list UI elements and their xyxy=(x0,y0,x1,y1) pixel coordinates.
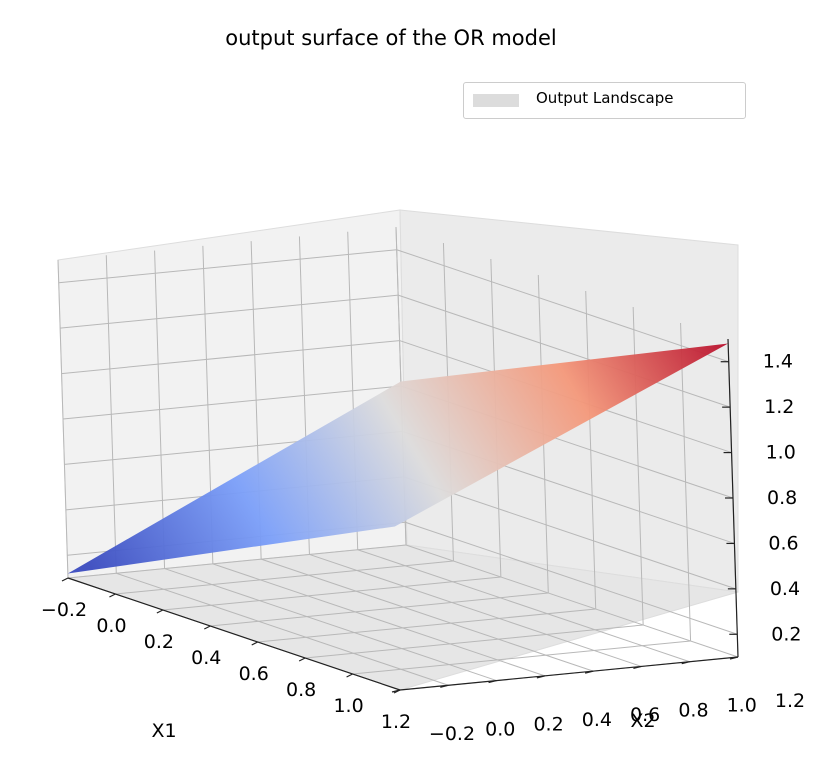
legend: Output Landscape xyxy=(463,82,746,119)
z-tick-label: 1.0 xyxy=(766,442,796,464)
y-tick xyxy=(584,670,594,674)
x-tick-label: 1.0 xyxy=(333,695,363,717)
x-tick xyxy=(298,657,306,662)
z-tick-label: 1.2 xyxy=(764,396,794,418)
y-tick-label: 0.0 xyxy=(485,718,515,740)
grid-line-y xyxy=(357,549,690,663)
x-tick xyxy=(156,609,164,614)
grid-line-z xyxy=(397,294,731,408)
grid-line-x xyxy=(210,592,549,627)
y-tick xyxy=(391,689,401,693)
grid-line-x xyxy=(115,560,454,595)
z-tick-label: 0.4 xyxy=(770,578,800,600)
y-tick-label: −0.2 xyxy=(429,723,475,745)
x-tick xyxy=(204,625,211,630)
grid-line-z xyxy=(403,476,737,590)
y-tick xyxy=(536,675,546,679)
x-tick-label: 1.2 xyxy=(381,711,411,733)
grid-line-y xyxy=(405,544,739,658)
x-tick-label: 0.4 xyxy=(191,647,221,669)
x-tick xyxy=(251,641,258,646)
grid-line-y xyxy=(260,558,594,672)
grid-line-x xyxy=(162,576,501,611)
y-tick xyxy=(681,661,690,665)
grid-line-z xyxy=(60,294,399,329)
grid-line-z xyxy=(396,249,729,363)
tick-labels: −0.2 0.0 0.2 0.4 0.6 0.8 1.0 1.2 −0.2 0.0 0.2 0.4 0.… xyxy=(41,351,805,745)
y-tick-label: 0.2 xyxy=(533,714,563,736)
z-tick-label: 0.8 xyxy=(767,487,797,509)
grid-line-z xyxy=(405,521,738,635)
legend-label: Output Landscape xyxy=(536,89,674,107)
z-tick-label: 1.4 xyxy=(763,351,793,373)
y-tick xyxy=(488,679,497,684)
grid-line-y xyxy=(212,563,546,677)
grid-line-z xyxy=(58,249,397,284)
x-axis-line xyxy=(67,577,401,691)
y-tick xyxy=(729,656,739,660)
surface-patch xyxy=(67,343,729,574)
grid-line-z xyxy=(61,340,400,375)
y-tick-label: 1.2 xyxy=(775,690,805,712)
grid-line-y xyxy=(116,572,449,686)
x-axis-label: X1 xyxy=(151,720,176,742)
chart-title: output surface of the OR model xyxy=(225,26,557,50)
x-tick xyxy=(109,593,116,598)
grid-line-x xyxy=(67,544,407,579)
y-tick-label: 1.0 xyxy=(727,695,757,717)
axes xyxy=(61,338,739,694)
y-axis-line xyxy=(399,656,739,691)
grid-line-x xyxy=(352,640,691,675)
y-tick-label: 0.6 xyxy=(630,704,660,726)
x-tick-label: −0.2 xyxy=(41,599,87,621)
x-tick-label: 0.8 xyxy=(286,679,316,701)
z-tick-label: 0.6 xyxy=(768,532,798,554)
y-tick xyxy=(633,665,642,670)
grid-line-x xyxy=(257,608,596,643)
x-tick-label: 0.2 xyxy=(144,631,174,653)
x-tick xyxy=(61,577,69,582)
x-tick xyxy=(346,673,353,678)
grid-line-y xyxy=(309,553,642,667)
x-tick-label: 0.6 xyxy=(239,663,269,685)
y-axis-label: X2 xyxy=(630,710,655,732)
y-tick-label: 0.8 xyxy=(678,699,708,721)
y-tick xyxy=(440,684,449,688)
y-tick-label: 0.4 xyxy=(582,709,612,731)
grid-line-x xyxy=(305,624,644,659)
grid-line-y xyxy=(164,568,497,682)
output-surface xyxy=(67,343,729,574)
z-tick-label: 0.2 xyxy=(771,623,801,645)
grid-line-z xyxy=(62,385,402,420)
x-tick-label: 0.0 xyxy=(96,615,126,637)
legend-swatch xyxy=(473,94,519,107)
